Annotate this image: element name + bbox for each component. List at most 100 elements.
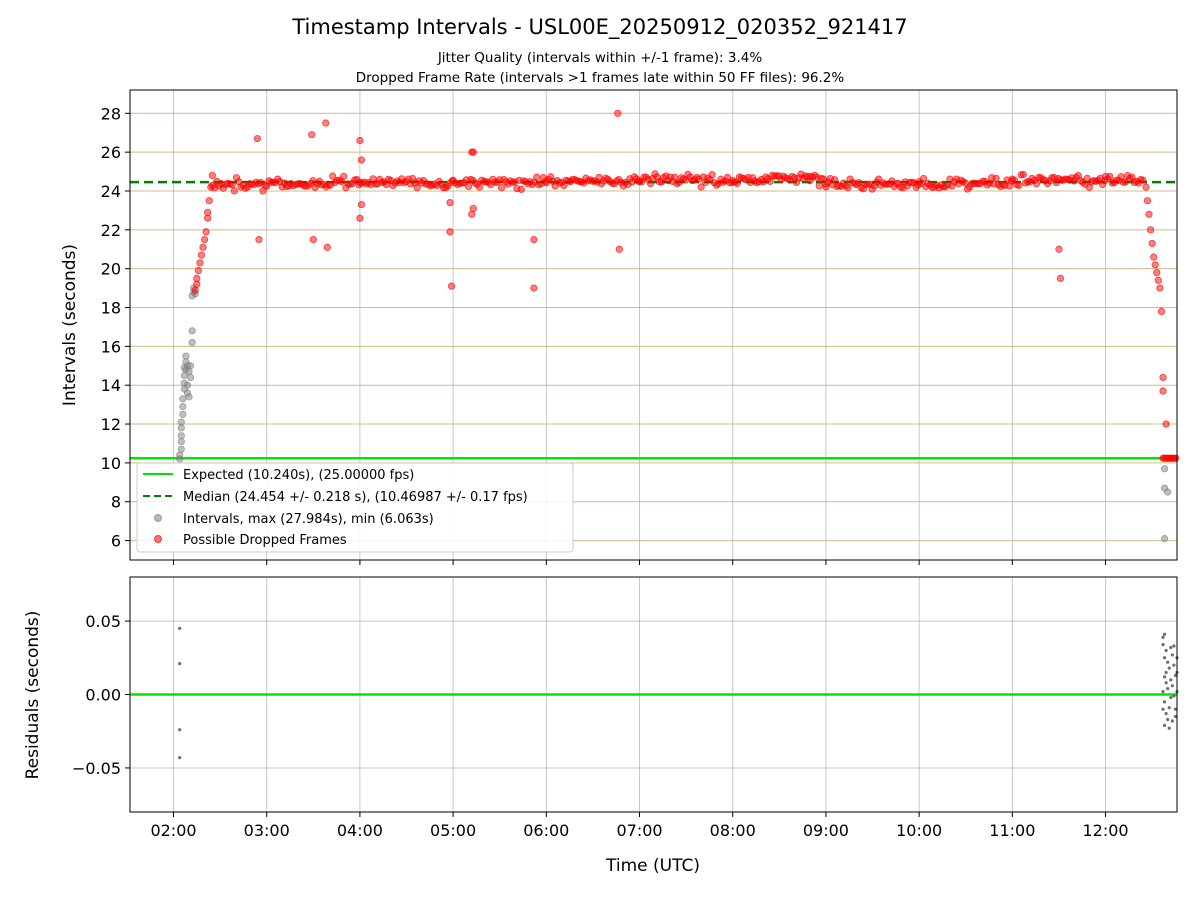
interval-point <box>185 393 193 401</box>
residual-point <box>178 626 182 631</box>
interval-point <box>177 432 185 440</box>
dropped-frame-outlier <box>253 134 261 143</box>
residual-point <box>1162 700 1167 704</box>
dropped-frame-point <box>464 182 473 190</box>
residual-point <box>1162 723 1167 727</box>
dropped-frame-point <box>1143 197 1152 205</box>
dropped-frame-point <box>1142 183 1150 191</box>
dropped-frame-point <box>329 172 337 180</box>
bottom-y-axis-label: Residuals (seconds) <box>23 611 43 780</box>
dropped-frame-point <box>1159 387 1167 395</box>
top-y-tick-label: 24 <box>101 182 121 201</box>
dropped-frame-point <box>475 183 484 191</box>
dropped-frame-point <box>1148 239 1156 248</box>
residual-point <box>1170 653 1174 657</box>
interval-point <box>179 402 187 411</box>
residual-point <box>178 662 182 666</box>
residual-point <box>1170 719 1174 723</box>
residual-point <box>1169 695 1173 700</box>
top-y-tick-label: 16 <box>101 337 121 356</box>
dropped-frame-point <box>204 208 212 216</box>
dropped-frame-outlier <box>322 119 330 127</box>
interval-point <box>188 338 196 347</box>
interval-point <box>186 362 195 370</box>
interval-point <box>186 373 195 382</box>
dropped-frame-outlier <box>356 136 364 145</box>
interval-point <box>179 395 187 403</box>
residual-point <box>1162 675 1167 679</box>
dropped-frame-outlier <box>255 235 263 244</box>
chart-subtitle-jitter: Jitter Quality (intervals within +/-1 fr… <box>437 50 763 66</box>
dropped-frame-point <box>1159 373 1167 382</box>
interval-point <box>182 352 190 360</box>
dropped-frame-point <box>1106 172 1114 181</box>
dropped-frame-point <box>196 259 204 267</box>
x-tick-label: 08:00 <box>710 821 756 840</box>
interval-point <box>179 410 187 418</box>
dropped-frame-outlier <box>309 235 317 244</box>
interval-point <box>1160 465 1169 473</box>
residual-point <box>1167 666 1171 670</box>
x-tick-label: 02:00 <box>150 821 196 840</box>
residual-point <box>1167 726 1171 730</box>
residual-point <box>178 756 182 760</box>
legend-intervals-label: Intervals, max (27.984s), min (6.063s) <box>183 512 434 527</box>
dropped-frame-point <box>1139 176 1147 184</box>
top-y-tick-label: 22 <box>101 221 121 240</box>
dropped-frame-outlier <box>357 156 366 164</box>
dropped-frame-outlier <box>469 204 477 213</box>
residual-point <box>1161 635 1165 639</box>
top-y-tick-label: 12 <box>101 415 121 434</box>
dropped-frame-point <box>194 267 202 275</box>
dropped-frame-point <box>1032 180 1041 188</box>
residual-point <box>1172 644 1176 648</box>
residual-point <box>1164 670 1168 675</box>
dropped-frame-outlier <box>446 199 454 207</box>
dropped-frame-point <box>1151 261 1159 269</box>
top-y-axis-label: Intervals (seconds) <box>60 244 80 406</box>
x-tick-label: 05:00 <box>430 821 476 840</box>
residual-point <box>1172 694 1176 698</box>
residual-point <box>1167 706 1171 710</box>
residual-point <box>1166 687 1170 691</box>
dropped-frame-point <box>230 187 238 195</box>
dropped-frame-point <box>205 197 213 205</box>
dropped-frame-point <box>517 185 525 193</box>
dropped-frame-outlier <box>530 235 538 244</box>
dropped-frame-point <box>992 174 1000 182</box>
x-tick-label: 09:00 <box>803 821 849 840</box>
top-plot-frame <box>129 89 1178 561</box>
interval-point <box>176 451 184 459</box>
dropped-frame-point <box>199 243 207 251</box>
residual-point <box>1161 689 1165 694</box>
legend: Expected (10.240s), (25.00000 fps) Media… <box>136 462 574 553</box>
dropped-frame-point <box>733 179 741 188</box>
residual-point <box>1164 648 1168 653</box>
dropped-frame-point <box>191 286 199 294</box>
dropped-frame-outlier <box>615 245 623 253</box>
x-tick-label: 07:00 <box>616 821 662 840</box>
residual-point <box>1164 681 1168 685</box>
residual-point <box>178 728 182 732</box>
x-tick-label: 12:00 <box>1082 821 1128 840</box>
dropped-frame-point <box>1154 276 1162 284</box>
top-y-tick-label: 10 <box>101 454 121 473</box>
dropped-frame-point <box>228 181 236 189</box>
dropped-frame-point <box>1172 454 1180 462</box>
top-marks <box>130 109 1180 543</box>
x-tick-label: 04:00 <box>337 821 383 840</box>
x-tick-label: 11:00 <box>989 821 1035 840</box>
dropped-frame-point <box>340 172 348 180</box>
dropped-frame-outlier <box>614 109 622 117</box>
residual-point <box>1166 660 1170 664</box>
dropped-frame-point <box>207 183 215 191</box>
residual-point <box>1169 678 1173 682</box>
interval-point <box>185 368 193 376</box>
dropped-frame-outlier <box>468 210 476 218</box>
interval-point <box>177 418 185 426</box>
dropped-frame-point <box>1145 210 1153 218</box>
bottom-y-tick-label: 0.00 <box>85 686 121 705</box>
dropped-frame-point <box>1156 284 1164 292</box>
dropped-frame-outlier <box>1055 245 1063 253</box>
dropped-frame-outlier <box>446 228 454 236</box>
